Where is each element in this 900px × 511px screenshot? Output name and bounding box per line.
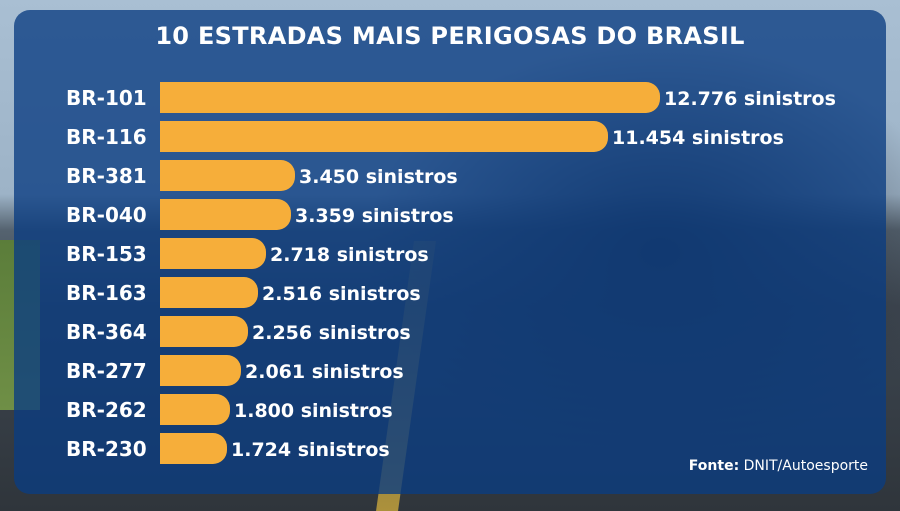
bar [160,238,266,269]
value-label: 3.450 sinistros [299,165,458,188]
bar [160,82,660,113]
value-label: 2.718 sinistros [270,243,429,266]
category-label: BR-153 [66,241,147,266]
source-note: Fonte: DNIT/Autoesporte [689,458,868,474]
value-label: 12.776 sinistros [664,87,836,110]
category-label: BR-364 [66,319,147,344]
bar [160,277,258,308]
category-label: BR-101 [66,85,147,110]
category-label: BR-381 [66,163,147,188]
bar [160,394,230,425]
value-label: 2.061 sinistros [245,360,404,383]
value-label: 2.516 sinistros [262,282,421,305]
value-label: 2.256 sinistros [252,321,411,344]
category-label: BR-116 [66,124,147,149]
bar [160,121,608,152]
bar [160,316,248,347]
bar [160,160,295,191]
source-text: DNIT/Autoesporte [743,458,868,474]
bar [160,199,291,230]
value-label: 11.454 sinistros [612,126,784,149]
value-label: 3.359 sinistros [295,204,454,227]
category-label: BR-262 [66,397,147,422]
source-label: Fonte: [688,458,740,474]
category-label: BR-277 [66,358,147,383]
chart-title: 10 ESTRADAS MAIS PERIGOSAS DO BRASIL [155,22,745,50]
value-label: 1.800 sinistros [234,399,393,422]
category-label: BR-163 [66,280,147,305]
category-label: BR-040 [66,202,147,227]
bar [160,355,241,386]
bar [160,433,227,464]
category-label: BR-230 [66,436,147,461]
value-label: 1.724 sinistros [231,438,390,461]
